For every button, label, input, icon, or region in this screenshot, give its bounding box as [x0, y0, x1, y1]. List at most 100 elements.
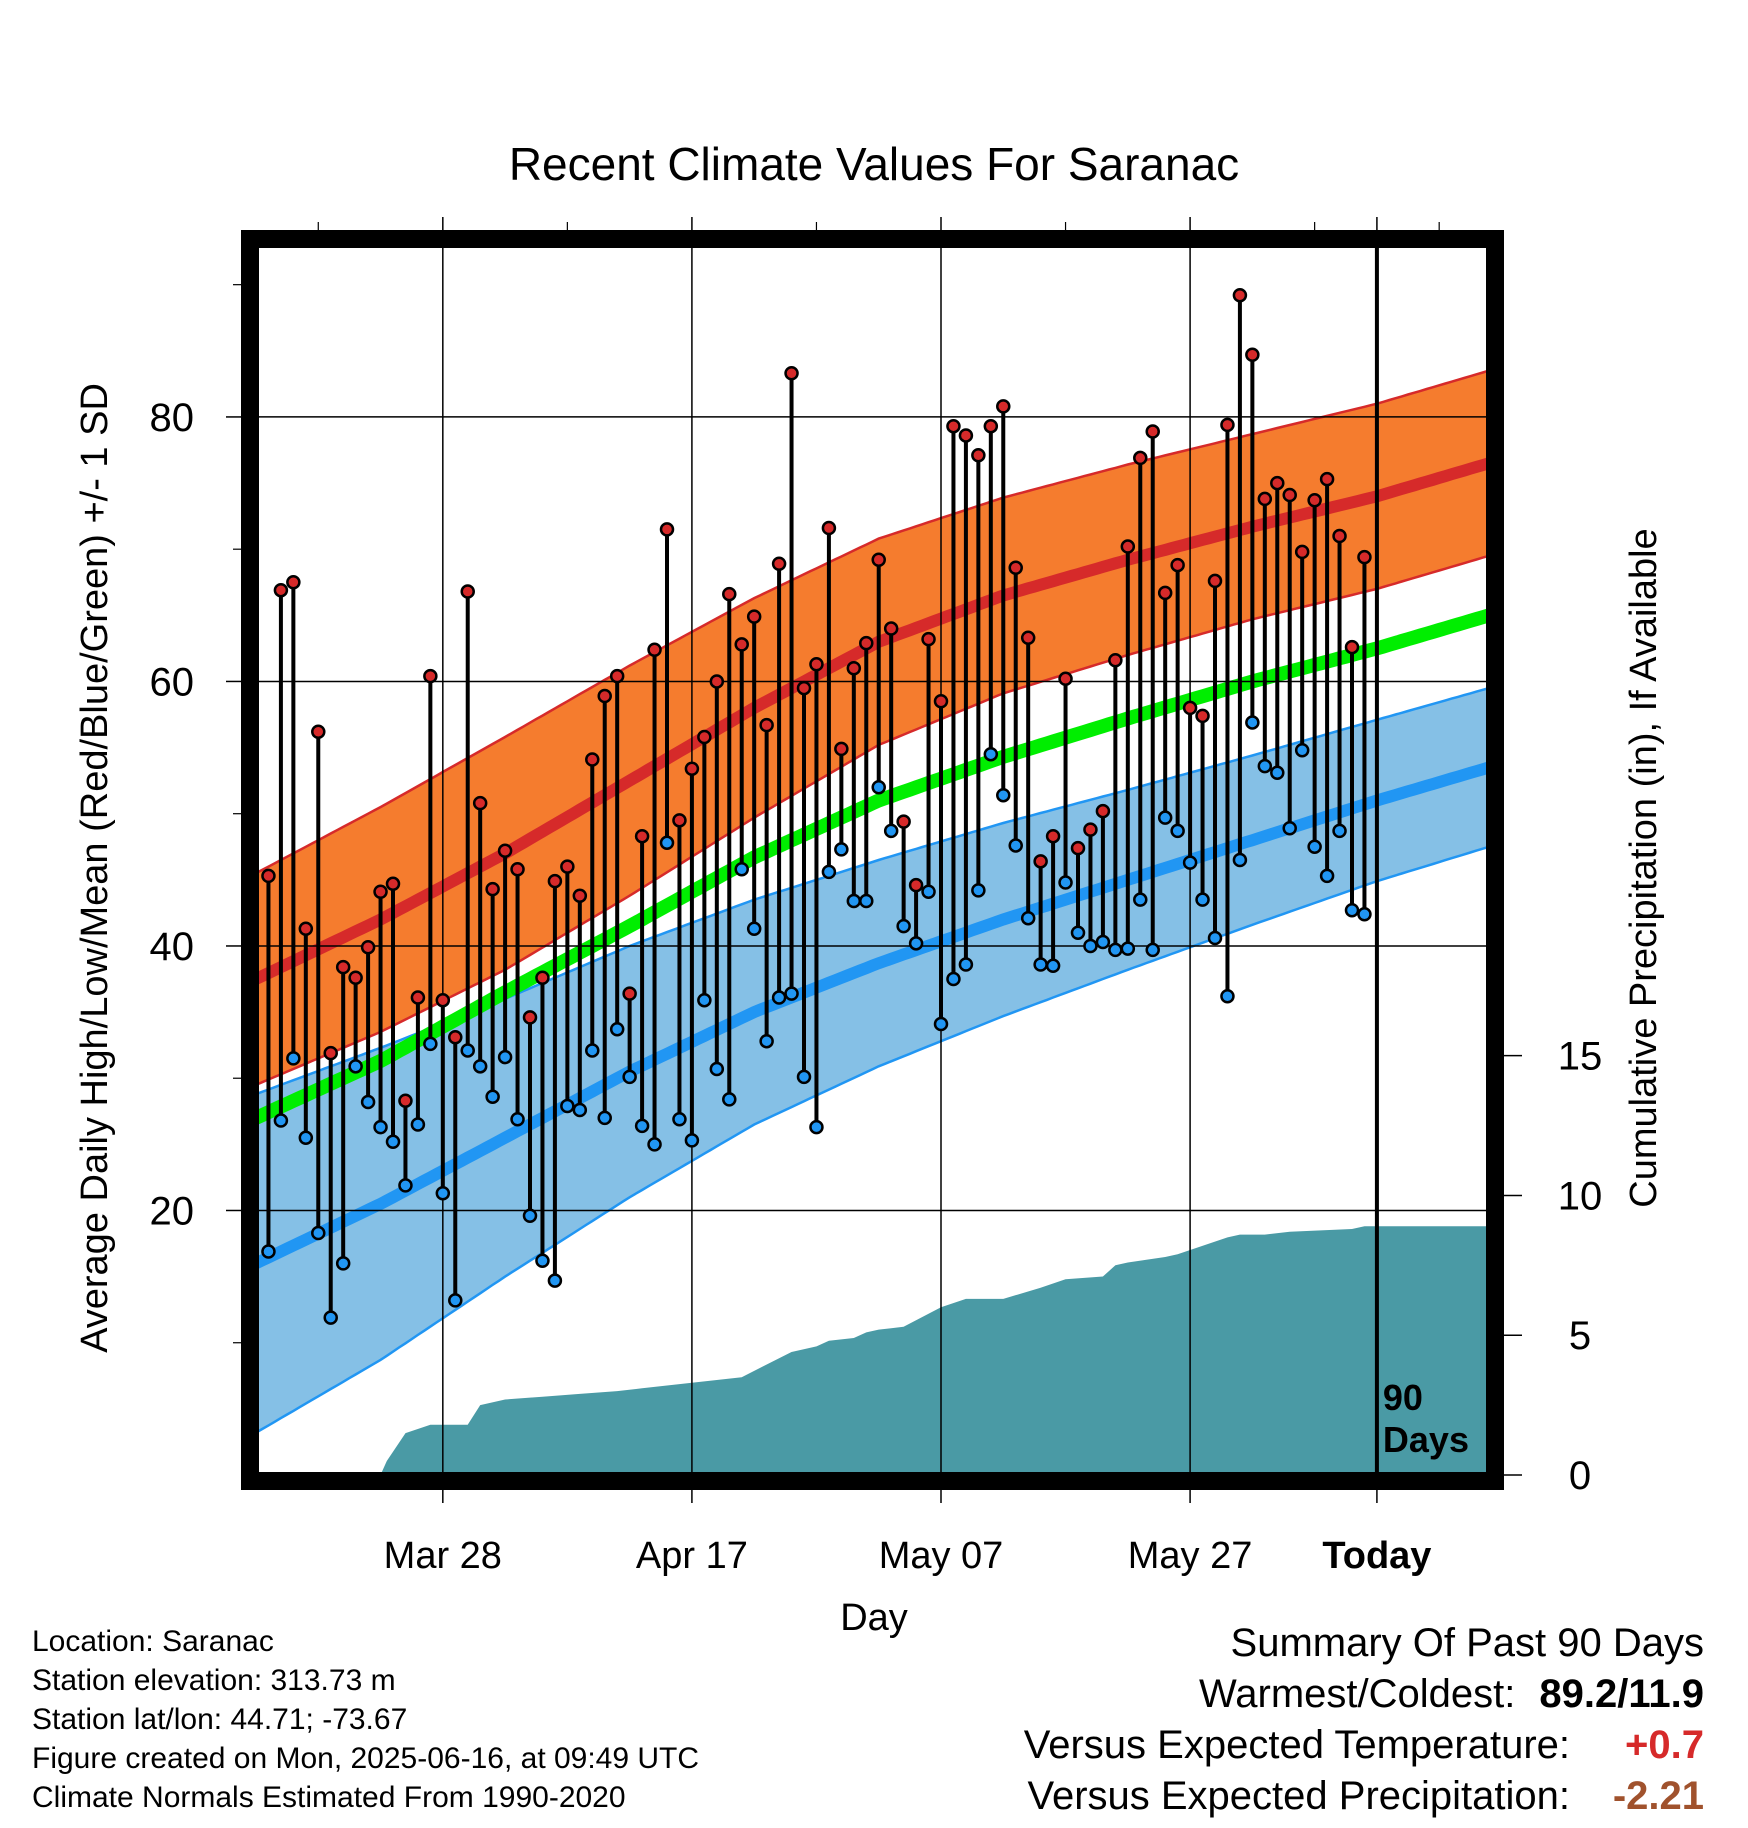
daily-high-point	[323, 1045, 338, 1061]
daily-high-point	[311, 724, 326, 739]
daily-high-point	[423, 668, 438, 684]
daily-low-point	[684, 1133, 700, 1148]
temp-row: Versus Expected Temperature: +0.7	[1024, 1720, 1704, 1771]
daily-low-point	[485, 1089, 500, 1104]
daily-low-point	[585, 1043, 600, 1058]
y-right-tick-label: 0	[1569, 1454, 1591, 1498]
daily-low-point	[286, 1051, 301, 1066]
daily-high-point	[1045, 828, 1061, 844]
daily-high-point	[1108, 653, 1123, 668]
daily-low-point	[609, 1022, 625, 1037]
daily-low-point	[298, 1130, 314, 1145]
daily-high-point	[1095, 803, 1111, 819]
daily-high-point	[410, 990, 426, 1005]
daily-high-point	[821, 520, 837, 536]
daily-high-point	[1307, 493, 1322, 508]
daily-low-point	[385, 1134, 401, 1149]
daily-high-point	[1120, 539, 1136, 554]
summary-panel: Summary Of Past 90 Days Warmest/Coldest:…	[1024, 1618, 1704, 1822]
y-left-tick-label: 20	[150, 1189, 195, 1233]
daily-low-point	[335, 1256, 351, 1271]
daily-high-point	[796, 680, 812, 696]
temp-value: +0.7	[1625, 1723, 1704, 1767]
summary-title: Summary Of Past 90 Days	[1230, 1621, 1704, 1665]
daily-low-point	[821, 864, 837, 880]
daily-high-point	[1207, 573, 1223, 589]
daily-low-point	[398, 1178, 413, 1193]
daily-high-point	[1157, 585, 1173, 601]
daily-high-point	[1245, 347, 1260, 363]
daily-high-point	[348, 970, 363, 985]
daily-high-point	[373, 884, 388, 899]
daily-low-point	[410, 1117, 426, 1132]
daily-low-point	[1008, 838, 1023, 853]
daily-high-point	[572, 888, 588, 903]
daily-low-point	[746, 921, 762, 937]
daily-high-point	[597, 688, 612, 704]
daily-low-point	[1220, 988, 1235, 1004]
y-left-tick-label: 80	[150, 396, 195, 440]
daily-low-point	[510, 1111, 525, 1127]
warmest-label: Warmest/Coldest:	[1199, 1672, 1516, 1716]
location-text: Location: Saranac	[32, 1625, 274, 1658]
plot-frame	[241, 230, 1504, 1490]
daily-high-point	[385, 876, 401, 892]
warmest-value: 89.2/11.9	[1539, 1672, 1704, 1716]
temp-label: Versus Expected Temperature:	[1023, 1723, 1570, 1767]
normal-mean-line	[256, 608, 1489, 1125]
daily-high-point	[784, 366, 799, 381]
today-days-label: 90	[1383, 1377, 1423, 1418]
daily-high-point	[435, 992, 451, 1008]
x-tick-label: May 07	[879, 1535, 1004, 1577]
daily-low-point	[771, 990, 787, 1005]
latlon-text: Station lat/lon: 44.71; -73.67	[32, 1703, 408, 1736]
daily-high-point	[335, 959, 351, 975]
daily-high-point	[908, 877, 924, 893]
daily-low-point	[373, 1119, 388, 1135]
daily-high-point	[983, 418, 999, 434]
daily-high-point	[659, 522, 675, 537]
daily-low-point	[1033, 957, 1048, 972]
daily-low-point	[423, 1036, 438, 1052]
daily-low-point	[883, 823, 899, 839]
daily-high-point	[734, 637, 749, 652]
daily-low-point	[709, 1061, 725, 1077]
station-info: Location: Saranac Station elevation: 313…	[32, 1622, 699, 1817]
daily-high-point	[834, 741, 849, 757]
y-left-tick-label: 40	[150, 925, 195, 969]
daily-low-point	[908, 936, 924, 951]
daily-high-point	[634, 828, 650, 844]
daily-high-point	[609, 668, 625, 684]
daily-high-point	[1282, 487, 1297, 503]
daily-low-point	[1058, 875, 1073, 890]
created-text: Figure created on Mon, 2025-06-16, at 09…	[32, 1742, 700, 1775]
daily-high-point	[261, 868, 276, 884]
daily-high-point	[1257, 491, 1273, 507]
daily-low-point	[659, 835, 675, 851]
daily-low-point	[1207, 930, 1223, 946]
low-band-lower-edge	[256, 845, 1489, 1434]
daily-high-point	[622, 986, 637, 1001]
daily-low-point	[1307, 839, 1322, 855]
daily-low-point	[784, 986, 799, 1001]
daily-high-point	[497, 843, 513, 858]
daily-low-point	[1232, 852, 1248, 868]
daily-low-point	[1145, 942, 1160, 958]
daily-high-point	[1070, 840, 1086, 856]
daily-high-point	[846, 660, 862, 676]
daily-low-point	[1344, 903, 1360, 918]
daily-high-point	[522, 1010, 538, 1025]
daily-low-point	[1120, 941, 1136, 956]
daily-high-point	[472, 795, 488, 811]
daily-low-point	[734, 862, 749, 877]
daily-high-point	[273, 582, 289, 598]
daily-high-point	[1357, 549, 1372, 565]
y-axis-right-label: Cumulative Precipitation (in), If Availa…	[1623, 528, 1665, 1207]
daily-low-point	[597, 1110, 612, 1126]
today-days-label: Days	[1383, 1419, 1469, 1460]
daily-low-point	[448, 1293, 463, 1308]
daily-high-point	[485, 881, 500, 897]
daily-high-point	[933, 694, 949, 709]
